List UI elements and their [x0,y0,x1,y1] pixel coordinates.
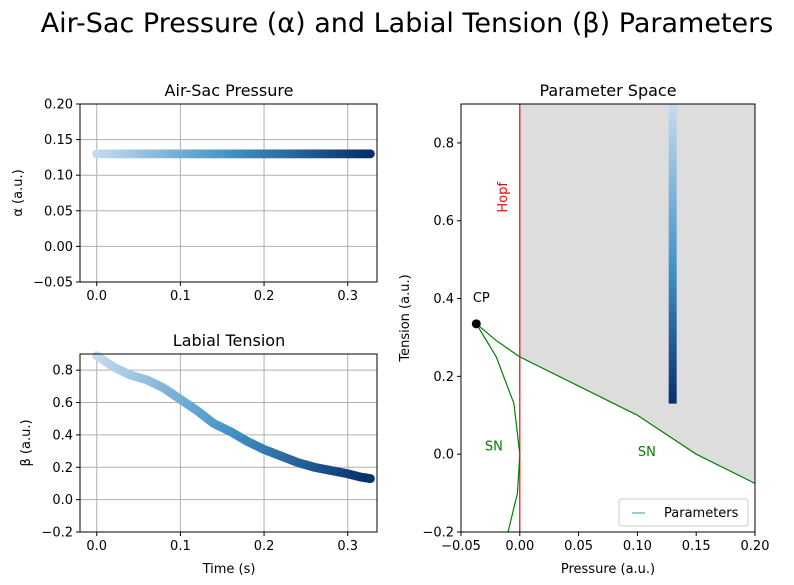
axis-ticks-parameter-space: −0.05 0.00 0.05 0.10 0.15 0.20 −0.2 0.0 0.2 0.4 0.… [422,136,769,554]
tension-ytick-label: 0.0 [52,493,73,508]
pressure-ytick-label: −0.05 [33,276,73,291]
pressure-ytick-label: 0.10 [44,169,73,184]
tension-xtick-label: 0.3 [337,539,358,554]
legend: Parameters [618,498,749,527]
axis-ticks-tension: 0.0 0.1 0.2 0.3 −0.2 0.0 0.2 0.4 0.6 0.8 [41,364,358,554]
pressure-xtick-label: 0.0 [86,289,107,304]
axis-ticks-pressure: 0.0 0.1 0.2 0.3 −0.05 0.00 0.05 0.10 0.15 0.20 [33,98,358,305]
figure-title: Air-Sac Pressure (α) and Labial Tension … [41,8,774,39]
tension-ytick-label: 0.6 [52,396,73,411]
alpha-point [365,149,375,159]
pressure-ytick-label: 0.05 [44,204,73,219]
panel-title-parameter-space: Parameter Space [539,81,676,100]
panel-title-pressure: Air-Sac Pressure [165,81,294,100]
parameter-path-bar [668,104,677,404]
tension-xtick-label: 0.1 [170,539,191,554]
param-ytick-label: 0.8 [433,136,454,151]
param-ytick-label: 0.2 [433,370,454,385]
panel-air-sac-pressure: Air-Sac Pressure 0.0 0.1 0.2 0.3−0.050.000.… [11,81,378,305]
annotation-hopf: Hopf [496,182,511,213]
pressure-xtick-label: 0.2 [254,289,275,304]
param-xtick-label: 0.00 [505,539,534,554]
oscillation-region [519,104,755,484]
sn-curve-upper [475,323,756,484]
param-xtick-label: 0.05 [564,539,593,554]
param-ytick-label: 0.0 [433,448,454,463]
pressure-xtick-label: 0.1 [170,289,191,304]
pressure-ytick-label: 0.20 [44,98,73,113]
series-alpha [92,149,375,159]
pressure-xtick-label: 0.3 [337,289,358,304]
param-xtick-label: −0.05 [441,539,481,554]
grid-pressure [80,103,377,283]
pressure-ytick-label: 0.15 [44,133,73,148]
legend-box [618,498,749,527]
tension-xtick-label: 0.0 [86,539,107,554]
series-beta [92,351,375,484]
axes-frame-tension [79,353,378,533]
parameter-path [668,104,677,404]
param-xtick-label: 0.20 [741,539,770,554]
grid-tension [80,354,377,533]
annotation-sn-left: SN [485,439,503,454]
sn-curve-lower [475,323,521,533]
ylabel-pressure: α (a.u.) [11,169,26,216]
param-ytick-label: 0.4 [433,292,454,307]
tension-xtick-label: 0.2 [254,539,275,554]
param-ytick-label: −0.2 [422,526,454,541]
xlabel-time: Time (s) [202,562,256,577]
ylabel-parameter-space: Tension (a.u.) [398,274,413,362]
pressure-ytick-label: 0.00 [44,240,73,255]
tension-ytick-label: 0.8 [52,364,73,379]
panel-labial-tension: Labial Tension 0.0 0.1 0.2 0.3 −0.2 0.0 0.2 0.4… [19,331,378,577]
tension-ytick-label: 0.4 [52,428,73,443]
xlabel-parameter-space: Pressure (a.u.) [561,562,655,577]
ylabel-tension: β (a.u.) [19,419,34,466]
cusp-point [471,319,481,329]
axes-frame-parameter-space [460,103,756,533]
annotation-sn-right: SN [638,445,656,460]
tension-ytick-label: 0.2 [52,461,73,476]
bifurcation-curves [471,104,756,533]
param-xtick-label: 0.10 [623,539,652,554]
beta-point [365,474,375,484]
legend-label: Parameters [664,506,739,521]
param-xtick-label: 0.15 [682,539,711,554]
axes-frame-pressure [79,103,378,283]
annotation-cp: CP [473,291,490,306]
shaded-oscillation-region [519,104,755,484]
panel-title-tension: Labial Tension [173,331,285,350]
panel-parameter-space: Parameter Space −0.05 0.00 0.05 0.10 0.15 0.2… [398,81,769,577]
param-ytick-label: 0.6 [433,214,454,229]
tension-ytick-label: −0.2 [41,526,73,541]
